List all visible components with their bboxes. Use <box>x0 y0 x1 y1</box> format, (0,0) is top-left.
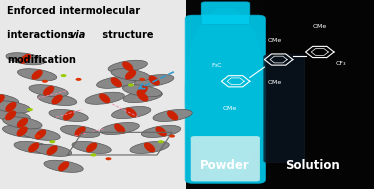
Ellipse shape <box>126 108 137 118</box>
Text: OMe: OMe <box>223 106 237 111</box>
Circle shape <box>27 108 33 111</box>
Ellipse shape <box>100 122 140 135</box>
Ellipse shape <box>0 109 30 122</box>
Ellipse shape <box>28 143 39 152</box>
Ellipse shape <box>29 85 68 97</box>
Text: Powder: Powder <box>199 159 249 172</box>
Ellipse shape <box>37 93 77 105</box>
Ellipse shape <box>74 126 86 136</box>
Ellipse shape <box>44 160 83 172</box>
Text: F₃C: F₃C <box>211 63 221 68</box>
Ellipse shape <box>5 102 16 112</box>
Ellipse shape <box>63 111 74 120</box>
FancyBboxPatch shape <box>264 0 374 189</box>
Ellipse shape <box>33 144 72 156</box>
Ellipse shape <box>61 125 100 137</box>
Text: Enforced intermolecular: Enforced intermolecular <box>7 6 141 16</box>
Ellipse shape <box>137 92 148 101</box>
Circle shape <box>128 84 134 87</box>
Ellipse shape <box>20 54 31 64</box>
FancyBboxPatch shape <box>186 0 374 189</box>
Circle shape <box>169 135 175 138</box>
Ellipse shape <box>46 145 58 155</box>
Ellipse shape <box>122 61 134 71</box>
Ellipse shape <box>122 85 162 97</box>
Ellipse shape <box>123 91 162 103</box>
Ellipse shape <box>96 76 136 88</box>
Circle shape <box>105 157 111 160</box>
Circle shape <box>76 78 82 81</box>
Ellipse shape <box>72 141 111 153</box>
Text: Solution: Solution <box>285 159 340 172</box>
Circle shape <box>61 74 67 77</box>
Text: interactions: interactions <box>7 30 77 40</box>
Ellipse shape <box>0 94 5 104</box>
Text: CF₃: CF₃ <box>336 61 346 66</box>
Ellipse shape <box>111 69 150 81</box>
Ellipse shape <box>6 53 45 65</box>
Text: OMe: OMe <box>313 24 327 29</box>
Ellipse shape <box>144 143 155 152</box>
FancyBboxPatch shape <box>201 2 250 25</box>
Ellipse shape <box>16 126 28 136</box>
FancyBboxPatch shape <box>264 55 305 163</box>
Circle shape <box>49 140 55 143</box>
Ellipse shape <box>135 74 174 87</box>
Ellipse shape <box>3 125 42 137</box>
Ellipse shape <box>114 124 125 133</box>
Ellipse shape <box>0 101 31 113</box>
Text: OMe: OMe <box>268 39 282 43</box>
Ellipse shape <box>111 77 122 87</box>
Circle shape <box>42 80 48 83</box>
Circle shape <box>34 135 40 138</box>
Ellipse shape <box>0 93 19 105</box>
Ellipse shape <box>31 70 43 80</box>
Circle shape <box>139 78 145 81</box>
Ellipse shape <box>130 141 169 153</box>
Text: structure: structure <box>99 30 154 40</box>
Ellipse shape <box>99 93 110 103</box>
Ellipse shape <box>184 8 267 181</box>
Ellipse shape <box>43 86 54 96</box>
Ellipse shape <box>49 109 88 122</box>
Ellipse shape <box>86 143 97 152</box>
Ellipse shape <box>18 69 57 81</box>
Ellipse shape <box>148 76 160 85</box>
Text: via: via <box>69 30 86 40</box>
Text: OMe: OMe <box>268 80 282 85</box>
Ellipse shape <box>125 70 136 80</box>
Ellipse shape <box>5 111 16 120</box>
Ellipse shape <box>17 118 28 128</box>
FancyBboxPatch shape <box>185 15 266 183</box>
Ellipse shape <box>137 86 148 96</box>
Ellipse shape <box>21 128 60 140</box>
Ellipse shape <box>52 94 63 104</box>
Ellipse shape <box>153 109 192 122</box>
Text: modification: modification <box>7 55 76 65</box>
Ellipse shape <box>14 141 53 153</box>
Ellipse shape <box>111 106 151 119</box>
Ellipse shape <box>156 126 167 136</box>
Ellipse shape <box>85 92 125 104</box>
Ellipse shape <box>35 129 46 139</box>
Ellipse shape <box>108 60 147 72</box>
Circle shape <box>158 140 164 143</box>
Ellipse shape <box>141 125 181 137</box>
Circle shape <box>91 153 96 156</box>
Ellipse shape <box>58 161 69 171</box>
FancyBboxPatch shape <box>0 0 186 189</box>
FancyBboxPatch shape <box>191 136 260 181</box>
Ellipse shape <box>3 117 42 129</box>
Ellipse shape <box>167 111 178 120</box>
